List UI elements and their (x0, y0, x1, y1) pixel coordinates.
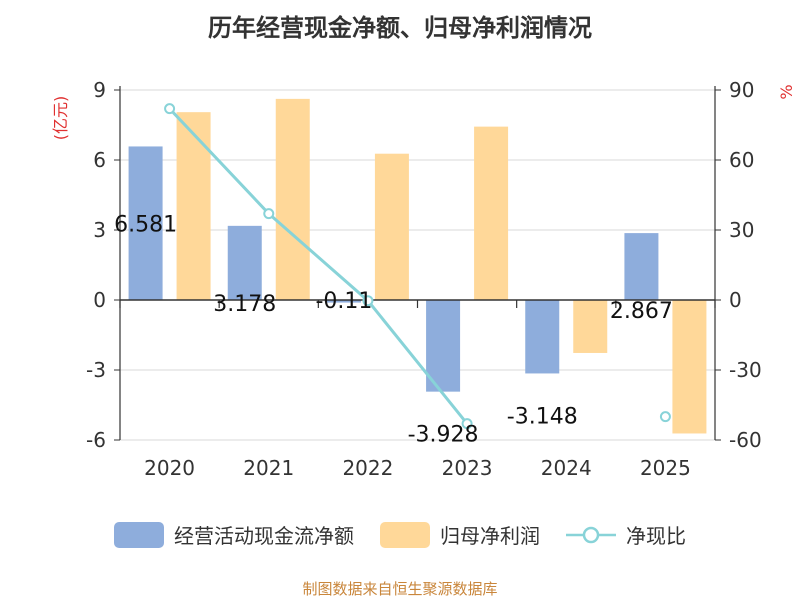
data-label-cashflow-2023: -3.928 (408, 423, 479, 448)
right-axis-title: % (777, 84, 796, 99)
legend-label-net-profit: 归母净利润 (440, 524, 540, 548)
bar-net-profit-2020 (176, 112, 211, 301)
data-label-cashflow-2025: 2.867 (610, 299, 673, 324)
bar-cashflow-2023 (426, 300, 461, 392)
source-footer: 制图数据来自恒生聚源数据库 (302, 580, 498, 598)
x-tick-label-2023: 2023 (442, 456, 493, 480)
chart-title: 历年经营现金净额、归母净利润情况 (208, 14, 592, 42)
left-tick-label: 0 (93, 288, 106, 312)
left-tick-label: -3 (86, 358, 106, 382)
line-series (164, 103, 671, 430)
bar-cashflow-2024 (525, 300, 560, 374)
legend: 经营活动现金流净额 归母净利润 净现比 (0, 520, 800, 549)
legend-swatch-net-profit (380, 521, 430, 548)
bar-cashflow-2020 (128, 146, 163, 300)
legend-label-cash-ratio: 净现比 (626, 524, 686, 548)
data-label-cashflow-2022: -0.11 (315, 289, 372, 314)
axes (114, 86, 721, 441)
left-tick-label: 6 (93, 148, 106, 172)
left-axis-title: (亿元) (51, 96, 70, 141)
cash-ratio-point-2020 (164, 103, 176, 115)
legend-swatch-cashflow (114, 521, 164, 548)
bar-net-profit-2023 (474, 126, 509, 300)
right-tick-label: 90 (729, 78, 754, 102)
cash-ratio-line-segment (168, 107, 469, 425)
right-tick-label: 30 (729, 218, 754, 242)
bar-net-profit-2021 (275, 98, 310, 300)
legend-swatch-cash-ratio (566, 526, 616, 543)
legend-label-cashflow: 经营活动现金流净额 (174, 524, 354, 548)
left-tick-label: -6 (86, 428, 106, 452)
right-tick-label: 0 (729, 288, 742, 312)
cash-ratio-point-2022 (362, 295, 374, 307)
bar-cashflow-2025 (624, 233, 659, 300)
cash-ratio-point-2023 (461, 418, 473, 430)
bar-net-profit-2022 (374, 153, 409, 300)
cash-ratio-point-2021 (263, 208, 275, 220)
right-tick-label: 60 (729, 148, 754, 172)
x-tick-label-2025: 2025 (640, 456, 691, 480)
data-label-cashflow-2024: -3.148 (507, 404, 578, 429)
bar-cashflow-2022 (326, 300, 361, 303)
legend-item-cash-ratio[interactable]: 净现比 (566, 520, 686, 549)
data-labels: 6.581 3.178 -0.11 -3.928 -3.148 2.867 (114, 212, 673, 447)
legend-item-net-profit[interactable]: 归母净利润 (380, 520, 540, 549)
left-tick-label: 3 (93, 218, 106, 242)
x-tick-label-2022: 2022 (342, 456, 393, 480)
bar-net-profit-2025 (672, 300, 707, 434)
bar-net-profit-2024 (573, 300, 608, 353)
data-label-cashflow-2020: 6.581 (114, 212, 177, 237)
right-tick-label: -30 (729, 358, 762, 382)
x-tick-label-2024: 2024 (541, 456, 592, 480)
legend-item-cashflow[interactable]: 经营活动现金流净额 (114, 520, 354, 549)
right-tick-label: -60 (729, 428, 762, 452)
x-tick-label-2021: 2021 (243, 456, 294, 480)
bars (128, 98, 707, 434)
cash-ratio-point-2025 (659, 411, 671, 423)
bar-cashflow-2021 (227, 225, 262, 300)
data-label-cashflow-2021: 3.178 (213, 292, 276, 317)
left-tick-label: 9 (93, 78, 106, 102)
x-tick-label-2020: 2020 (144, 456, 195, 480)
